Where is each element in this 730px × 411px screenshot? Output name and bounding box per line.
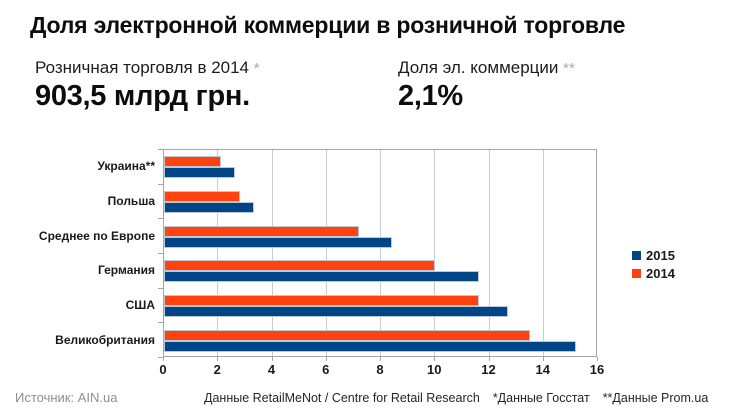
- gridline: [325, 150, 327, 356]
- gridline: [271, 150, 273, 356]
- bar-2015: [164, 167, 235, 179]
- y-axis-tick: [158, 322, 163, 324]
- category-label: Украина**: [97, 159, 155, 174]
- legend-label-2015: 2015: [646, 247, 675, 263]
- x-axis-tick: [217, 357, 219, 361]
- x-axis-tick: [488, 357, 490, 361]
- gridline: [434, 150, 436, 356]
- bar-2015: [164, 306, 509, 317]
- x-tick-label: 8: [376, 362, 384, 377]
- x-axis-tick: [325, 357, 327, 361]
- x-tick-label: 4: [267, 362, 276, 377]
- bar-2014: [164, 260, 436, 272]
- legend-swatch-2014: [632, 268, 641, 278]
- stat-retail-value: 903,5 млрд грн.: [35, 80, 250, 112]
- y-axis-tick: [158, 218, 163, 220]
- x-tick-label: 12: [481, 362, 496, 377]
- asterisk-mark: *: [253, 60, 260, 77]
- x-axis-tick: [597, 357, 598, 361]
- x-tick-label: 6: [322, 362, 330, 377]
- footer-credits: Данные RetailMeNot / Centre for Retail R…: [204, 391, 480, 405]
- legend-label-2014: 2014: [646, 265, 675, 281]
- bar-2015: [164, 236, 392, 248]
- x-tick-label: 2: [213, 362, 221, 377]
- stat-ecommerce-value: 2,1%: [398, 80, 463, 112]
- x-tick-label: 14: [535, 362, 550, 377]
- stat-retail-2014: Розничная торговля в 2014 * 903,5 млрд г…: [35, 58, 260, 113]
- legend: 2015 2014: [632, 246, 675, 282]
- double-asterisk-mark: **: [563, 60, 575, 77]
- x-axis-tick: [542, 357, 544, 361]
- bar-2015: [164, 340, 577, 352]
- gridline: [217, 150, 219, 356]
- stat-retail-label-text: Розничная торговля в 2014: [35, 58, 250, 77]
- category-label: Германия: [97, 263, 155, 278]
- gridline: [542, 150, 544, 356]
- footer-credits-row: Данные RetailMeNot / Centre for Retail R…: [204, 391, 726, 405]
- page-title: Доля электронной коммерции в розничной т…: [30, 12, 626, 38]
- y-axis-tick: [158, 287, 163, 289]
- stat-retail-label: Розничная торговля в 2014 *: [35, 58, 260, 78]
- x-tick-label: 10: [427, 362, 442, 377]
- stat-ecommerce-label: Доля эл. коммерции **: [398, 58, 575, 78]
- legend-item-2015: 2015: [632, 246, 675, 264]
- x-axis-tick: [163, 357, 164, 361]
- plot-area: [163, 149, 597, 357]
- category-label: Среднее по Европе: [38, 228, 155, 243]
- bar-2014: [164, 156, 221, 168]
- category-label: США: [125, 298, 155, 312]
- gridline: [380, 150, 381, 356]
- y-axis-tick: [158, 183, 163, 185]
- y-axis-tick: [158, 357, 163, 358]
- bar-2014: [164, 295, 479, 306]
- footer-source: Источник: AIN.ua: [15, 390, 118, 405]
- x-axis-tick: [271, 357, 273, 361]
- x-axis-tick: [434, 357, 436, 361]
- bar-2014: [164, 225, 360, 237]
- bar-2014: [164, 191, 240, 202]
- legend-item-2014: 2014: [632, 264, 675, 282]
- x-tick-label: 16: [589, 362, 605, 377]
- x-axis-tick: [380, 357, 381, 361]
- gridline: [488, 150, 490, 356]
- bar-2015: [164, 202, 254, 213]
- y-axis-tick: [158, 149, 163, 150]
- stat-ecommerce-share: Доля эл. коммерции ** 2,1%: [398, 58, 575, 113]
- footer-note-promua: **Данные Prom.ua: [602, 391, 709, 405]
- y-axis-tick: [158, 253, 163, 254]
- bar-2015: [164, 271, 479, 283]
- x-tick-label: 0: [159, 362, 167, 377]
- bar-2014: [164, 329, 531, 341]
- category-axis: Украина** Польша Среднее по Европе Германия…: [0, 149, 155, 357]
- legend-swatch-2015: [632, 250, 641, 260]
- category-label: Великобритания: [55, 332, 155, 347]
- stat-ecommerce-label-text: Доля эл. коммерции: [398, 58, 559, 77]
- category-label: Польша: [107, 194, 155, 208]
- footer-note-gosstat: *Данные Госстат: [492, 391, 590, 405]
